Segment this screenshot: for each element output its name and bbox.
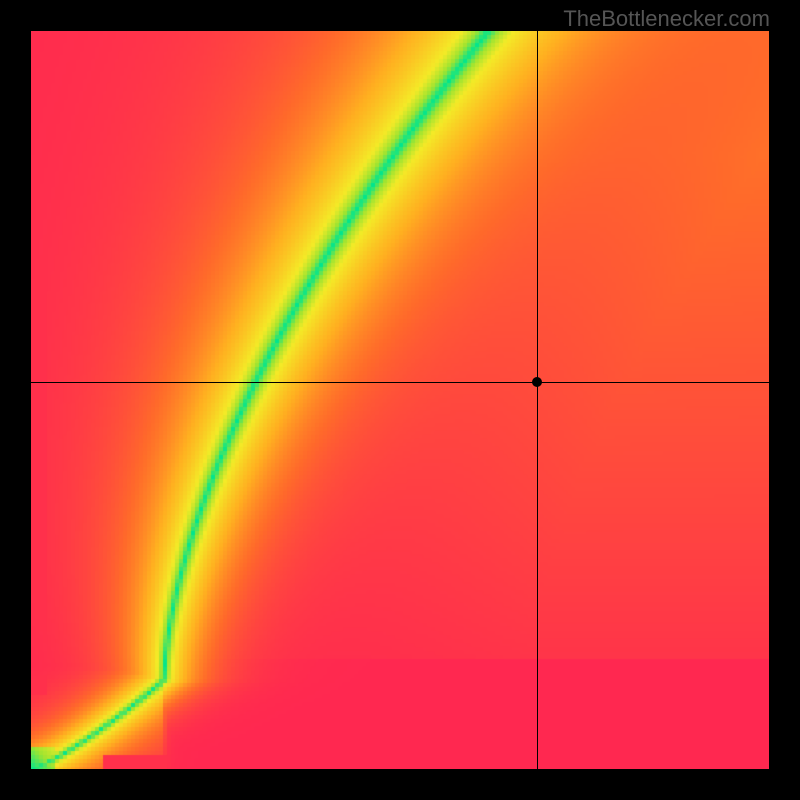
crosshair-horizontal	[31, 382, 769, 383]
heatmap-plot	[31, 31, 769, 769]
crosshair-vertical	[537, 31, 538, 769]
heatmap-canvas	[31, 31, 769, 769]
crosshair-marker	[532, 377, 542, 387]
watermark-text: TheBottlenecker.com	[563, 6, 770, 32]
